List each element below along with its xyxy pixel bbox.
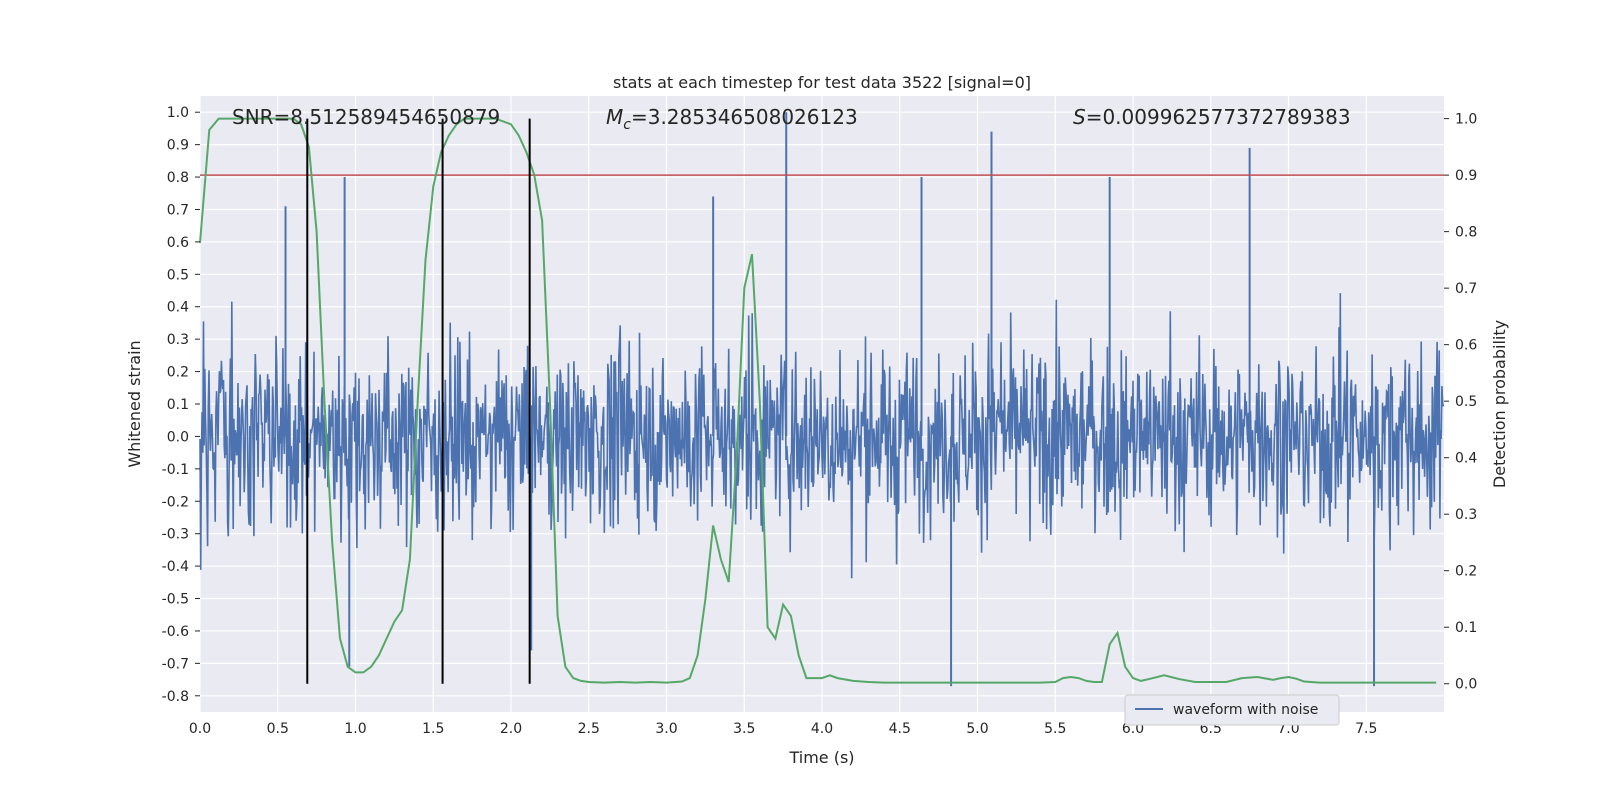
y-tick-label: -0.2 xyxy=(162,494,189,510)
y-right-tick-label: 0.9 xyxy=(1455,168,1477,184)
y-tick-label: -0.5 xyxy=(162,592,189,608)
x-tick-label: 7.5 xyxy=(1355,721,1377,737)
y-right-tick-label: 0.5 xyxy=(1455,394,1477,410)
y-tick-label: 0.9 xyxy=(167,138,189,154)
y-tick-label: 0.1 xyxy=(167,397,189,413)
y-axis-label: Whitened strain xyxy=(125,340,144,467)
waveform-series xyxy=(199,112,1445,687)
x-tick-label: 1.5 xyxy=(422,721,444,737)
y-right-tick-label: 0.3 xyxy=(1455,507,1477,523)
legend-box xyxy=(1124,694,1340,726)
chirp-mass-subscript: c xyxy=(623,117,631,133)
y-tick-label: 0.4 xyxy=(167,300,189,316)
chirp-mass-annotation: Mc=3.285346508026123 xyxy=(606,105,858,133)
y-tick-label: -0.6 xyxy=(162,624,189,640)
y-axis-ticks: 1.0 0.9 0.8 0.7 0.6 0.5 0.4 0.3 0.2 0.1 0.0 -0.1 -0.… xyxy=(162,105,200,705)
y-tick-label: 0.2 xyxy=(167,365,189,381)
y-tick-label: -0.1 xyxy=(162,462,189,478)
y-tick-label: -0.4 xyxy=(162,559,189,575)
x-tick-label: 1.0 xyxy=(344,721,366,737)
s-symbol: S xyxy=(1073,105,1086,129)
x-tick-label: 3.5 xyxy=(733,721,755,737)
y-tick-label: -0.3 xyxy=(162,527,189,543)
y-tick-label: 0.7 xyxy=(167,202,189,218)
x-tick-label: 2.0 xyxy=(500,721,522,737)
y-tick-label: 1.0 xyxy=(167,105,189,121)
y-right-tick-label: 0.7 xyxy=(1455,281,1477,297)
x-tick-label: 0.0 xyxy=(189,721,211,737)
x-tick-label: 5.5 xyxy=(1044,721,1066,737)
y-right-tick-label: 0.0 xyxy=(1455,677,1477,693)
x-tick-label: 4.0 xyxy=(811,721,833,737)
detection-probability-line xyxy=(199,117,1437,684)
vertical-markers xyxy=(306,118,531,684)
y-right-tick-label: 0.2 xyxy=(1455,564,1477,580)
probability-series xyxy=(199,117,1437,684)
y-tick-label: -0.7 xyxy=(162,656,189,672)
x-tick-label: 4.5 xyxy=(889,721,911,737)
y-right-axis-label: Detection probability xyxy=(1490,320,1509,488)
y-tick-label: -0.8 xyxy=(162,689,189,705)
snr-annotation: SNR=8.512589454650879 xyxy=(232,105,500,129)
x-tick-label: 5.0 xyxy=(966,721,988,737)
x-tick-label: 2.5 xyxy=(578,721,600,737)
chirp-mass-symbol: M xyxy=(606,105,623,129)
y-right-tick-label: 0.1 xyxy=(1455,620,1477,636)
x-tick-label: 0.5 xyxy=(267,721,289,737)
y-right-tick-label: 0.6 xyxy=(1455,338,1477,354)
y-right-axis-ticks: 1.0 0.9 0.8 0.7 0.6 0.5 0.4 0.3 0.2 0.1 0.0 xyxy=(1444,112,1477,693)
chirp-mass-value: =3.285346508026123 xyxy=(631,105,858,129)
y-tick-label: 0.5 xyxy=(167,267,189,283)
legend: waveform with noise xyxy=(1124,694,1340,726)
chart-title: stats at each timestep for test data 352… xyxy=(613,73,1031,92)
y-tick-label: 0.6 xyxy=(167,235,189,251)
y-tick-label: 0.0 xyxy=(167,429,189,445)
x-tick-label: 3.0 xyxy=(655,721,677,737)
s-value: =0.009962577372789383 xyxy=(1086,105,1351,129)
waveform-with-noise-line xyxy=(199,293,1445,579)
y-tick-label: 0.3 xyxy=(167,332,189,348)
x-axis-label: Time (s) xyxy=(788,748,854,767)
y-tick-label: 0.8 xyxy=(167,170,189,186)
y-right-tick-label: 1.0 xyxy=(1455,112,1477,128)
s-annotation: S=0.009962577372789383 xyxy=(1073,105,1351,129)
legend-label: waveform with noise xyxy=(1173,702,1318,718)
y-right-tick-label: 0.4 xyxy=(1455,451,1477,467)
y-right-tick-label: 0.8 xyxy=(1455,225,1477,241)
